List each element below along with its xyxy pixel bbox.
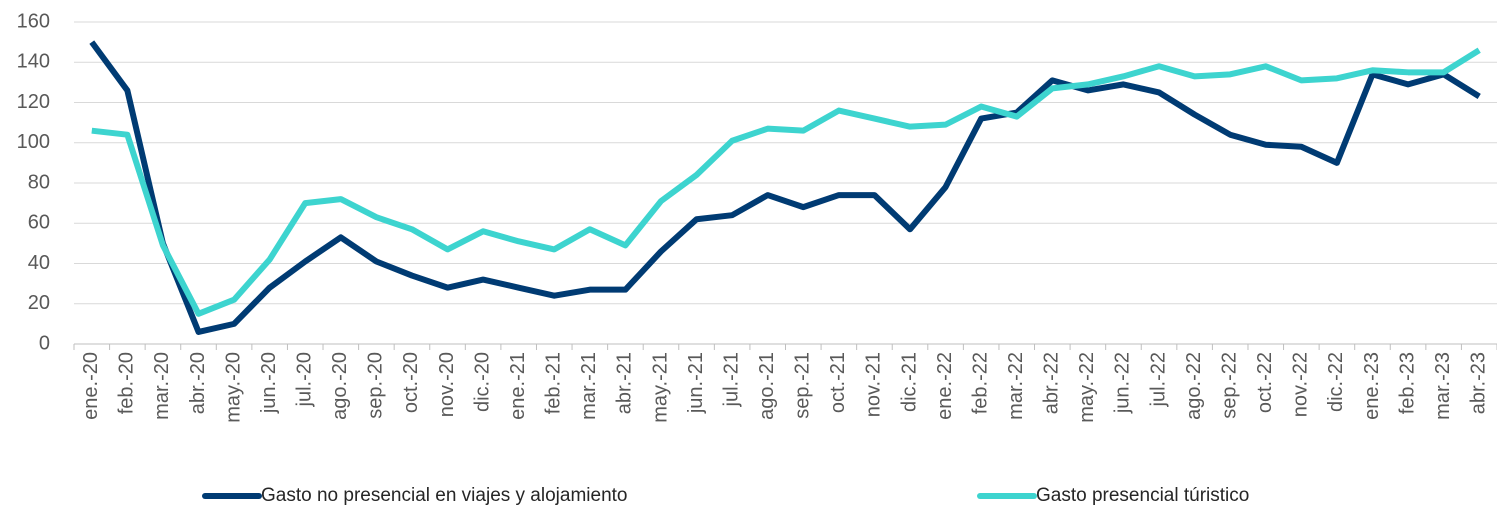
x-tick-label: dic.-20 xyxy=(471,352,493,412)
x-tick-label: abr.-22 xyxy=(1041,352,1063,414)
series-line xyxy=(91,47,1481,317)
y-tick-label: 100 xyxy=(17,131,50,153)
series-line xyxy=(89,40,1481,335)
x-tick-label: jun.-20 xyxy=(258,352,280,414)
x-tick-label: ene.-22 xyxy=(934,352,956,420)
y-tick-label: 140 xyxy=(17,51,50,73)
x-tick-label: sep.-22 xyxy=(1218,352,1240,419)
x-tick-label: feb.-22 xyxy=(969,352,991,414)
x-tick-label: mar.-21 xyxy=(578,352,600,420)
x-tick-label: feb.-21 xyxy=(543,352,565,414)
x-tick-label: ene.-21 xyxy=(507,352,529,420)
x-tick-label: abr.-23 xyxy=(1467,352,1489,414)
x-tick-label: jun.-21 xyxy=(685,352,707,414)
x-tick-label: nov.-22 xyxy=(1290,352,1312,417)
x-tick-label: ago.-20 xyxy=(329,352,351,420)
x-tick-label: jul.-22 xyxy=(1147,352,1169,407)
x-tick-label: mar.-22 xyxy=(1005,352,1027,420)
y-tick-label: 120 xyxy=(17,91,50,113)
y-tick-label: 0 xyxy=(39,332,50,354)
x-tick-label: ene.-23 xyxy=(1361,352,1383,420)
y-tick-label: 20 xyxy=(28,292,50,314)
x-tick-label: jul.-21 xyxy=(720,352,742,407)
x-tick-label: may.-21 xyxy=(649,352,671,423)
x-tick-label: mar.-23 xyxy=(1432,352,1454,420)
x-tick-label: may.-20 xyxy=(222,352,244,423)
x-tick-label: feb.-20 xyxy=(116,352,138,414)
x-tick-label: ago.-22 xyxy=(1183,352,1205,420)
x-tick-label: may.-22 xyxy=(1076,352,1098,423)
x-tick-label: oct.-22 xyxy=(1254,352,1276,413)
x-tick-label: feb.-23 xyxy=(1396,352,1418,414)
x-tick-label: ago.-21 xyxy=(756,352,778,420)
x-tick-label: oct.-21 xyxy=(827,352,849,413)
x-tick-label: nov.-21 xyxy=(863,352,885,417)
x-tick-label: dic.-21 xyxy=(898,352,920,412)
legend-label: Gasto presencial túristico xyxy=(1036,485,1249,506)
x-tick-label: sep.-21 xyxy=(792,352,814,419)
y-tick-label: 60 xyxy=(28,212,50,234)
x-tick-label: sep.-20 xyxy=(365,352,387,419)
x-tick-label: jul.-20 xyxy=(294,352,316,407)
x-tick-label: abr.-21 xyxy=(614,352,636,414)
legend: Gasto no presencial en viajes y alojamie… xyxy=(202,485,1249,506)
x-tick-label: nov.-20 xyxy=(436,352,458,417)
x-tick-label: jun.-22 xyxy=(1112,352,1134,414)
y-tick-label: 160 xyxy=(17,10,50,32)
x-tick-label: oct.-20 xyxy=(400,352,422,413)
x-tick-label: abr.-20 xyxy=(187,352,209,414)
legend-label: Gasto no presencial en viajes y alojamie… xyxy=(261,485,627,506)
x-tick-label: dic.-22 xyxy=(1325,352,1347,412)
y-tick-label: 80 xyxy=(28,171,50,193)
x-tick-label: ene.-20 xyxy=(80,352,102,420)
x-tick-label: mar.-20 xyxy=(151,352,173,420)
y-tick-label: 40 xyxy=(28,252,50,274)
